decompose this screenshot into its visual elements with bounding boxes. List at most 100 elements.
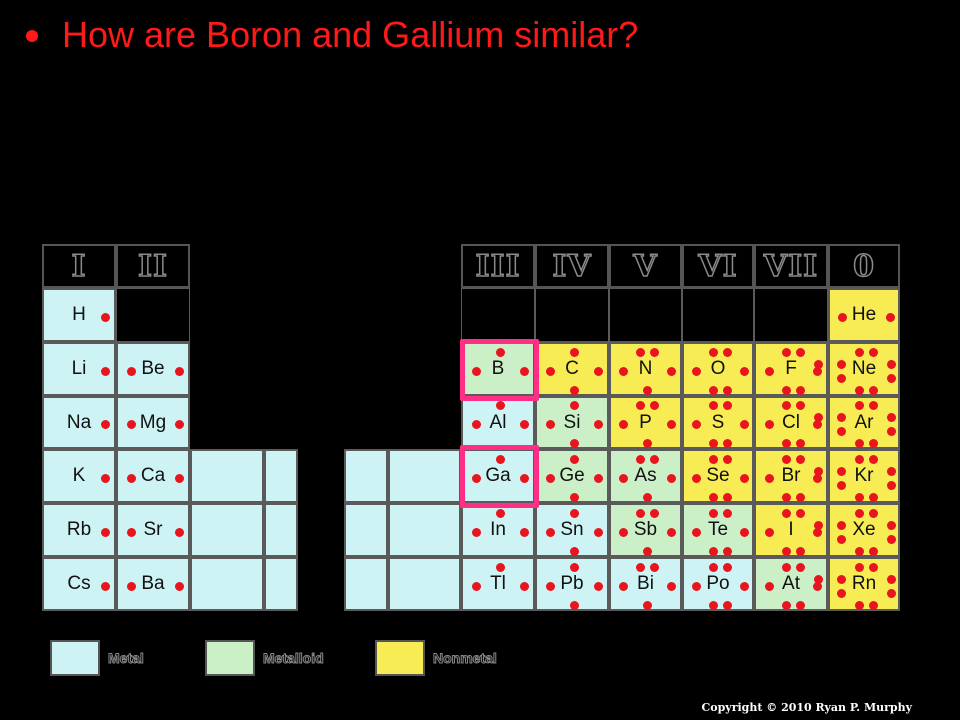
electron-dot: [795, 454, 805, 464]
electron-dot: [495, 454, 505, 464]
electron-dot: [854, 347, 864, 357]
electron-dot: [795, 401, 805, 410]
element-cell-sb: Sb: [609, 503, 682, 557]
electron-dot: [854, 508, 864, 518]
electron-dot: [868, 508, 878, 518]
electron-dot: [691, 581, 701, 591]
legend-label-metalloid: Metalloid: [263, 650, 325, 667]
element-symbol: Ge: [559, 465, 585, 486]
transition-metal-cell: [264, 503, 298, 557]
element-symbol: Be: [141, 358, 165, 379]
transition-metal-cell: [264, 449, 298, 503]
element-cell-sn: Sn: [535, 503, 609, 557]
electron-dot: [650, 347, 659, 357]
electron-dot: [667, 473, 676, 483]
element-cell-k: K: [42, 449, 116, 503]
electron-dot: [836, 480, 846, 490]
copyright-notice: Copyright © 2010 Ryan P. Murphy: [701, 701, 912, 714]
element-cell-as: As: [609, 449, 682, 503]
electron-dot: [708, 492, 718, 502]
electron-dot: [812, 473, 822, 483]
electron-dot: [836, 359, 846, 369]
electron-dot: [868, 600, 878, 610]
element-cell-po: Po: [682, 557, 754, 611]
transition-metal-cell: [344, 503, 388, 557]
electron-dot: [126, 366, 136, 376]
element-cell-rn: Rn: [828, 557, 900, 611]
electron-dot: [569, 562, 579, 572]
electron-dot: [764, 420, 774, 429]
electron-dot: [708, 385, 718, 395]
electron-dot: [854, 492, 864, 502]
electron-dot: [781, 508, 791, 518]
electron-dot: [643, 385, 652, 395]
element-cell-pb: Pb: [535, 557, 609, 611]
electron-dot: [708, 347, 718, 357]
electron-dot: [569, 600, 579, 610]
electron-dot: [691, 473, 701, 483]
empty-cell: [609, 288, 682, 342]
electron-dot: [569, 439, 579, 448]
element-symbol: Kr: [854, 465, 874, 486]
element-cell-be: Be: [116, 342, 190, 396]
electron-dot: [854, 401, 864, 410]
electron-dot: [886, 359, 896, 369]
electron-dot: [812, 581, 822, 591]
element-symbol: P: [639, 411, 652, 433]
element-cell-na: Na: [42, 396, 116, 449]
electron-dot: [708, 401, 718, 410]
electron-dot: [837, 312, 847, 322]
electron-dot: [636, 401, 645, 410]
electron-dot: [854, 385, 864, 395]
element-cell-i: I: [754, 503, 828, 557]
element-cell-ne: Ne: [828, 342, 900, 396]
element-cell-f: F: [754, 342, 828, 396]
electron-dot: [643, 546, 652, 556]
electron-dot: [795, 562, 805, 572]
element-symbol: Sn: [560, 519, 584, 540]
electron-dot: [836, 466, 846, 476]
element-symbol: Po: [706, 573, 730, 594]
empty-cell: [116, 288, 190, 342]
electron-dot: [886, 588, 896, 598]
element-cell-al: Al: [461, 396, 535, 449]
electron-dot: [471, 366, 481, 376]
electron-dot: [643, 439, 652, 448]
group-header-3: III: [461, 244, 535, 288]
electron-dot: [126, 527, 136, 537]
element-symbol: Ba: [141, 573, 165, 594]
electron-dot: [722, 600, 732, 610]
electron-dot: [886, 373, 896, 383]
electron-dot: [739, 527, 749, 537]
electron-dot: [781, 546, 791, 556]
element-symbol: He: [851, 304, 877, 325]
element-cell-o: O: [682, 342, 754, 396]
electron-dot: [781, 454, 791, 464]
element-symbol: B: [491, 358, 505, 379]
electron-dot: [886, 480, 896, 490]
element-symbol: In: [490, 519, 506, 540]
electron-dot: [781, 562, 791, 572]
group-header-6: VI: [682, 244, 754, 288]
element-symbol: Mg: [139, 411, 167, 433]
transition-metal-cell: [190, 503, 264, 557]
element-symbol: As: [634, 465, 657, 486]
electron-dot: [722, 401, 732, 410]
electron-dot: [593, 473, 603, 483]
transition-metal-cell: [388, 449, 461, 503]
electron-dot: [722, 347, 732, 357]
transition-metal-cell: [190, 557, 264, 611]
electron-dot: [495, 562, 505, 572]
electron-dot: [836, 373, 846, 383]
element-symbol: Cl: [782, 411, 800, 433]
electron-dot: [722, 439, 732, 448]
electron-dot: [781, 401, 791, 410]
electron-dot: [886, 466, 896, 476]
electron-dot: [795, 385, 805, 395]
electron-dot: [100, 366, 110, 376]
electron-dot: [813, 413, 823, 422]
electron-dot: [495, 401, 505, 410]
element-cell-h: H: [42, 288, 116, 342]
transition-metal-cell: [264, 557, 298, 611]
electron-dot: [795, 439, 805, 448]
